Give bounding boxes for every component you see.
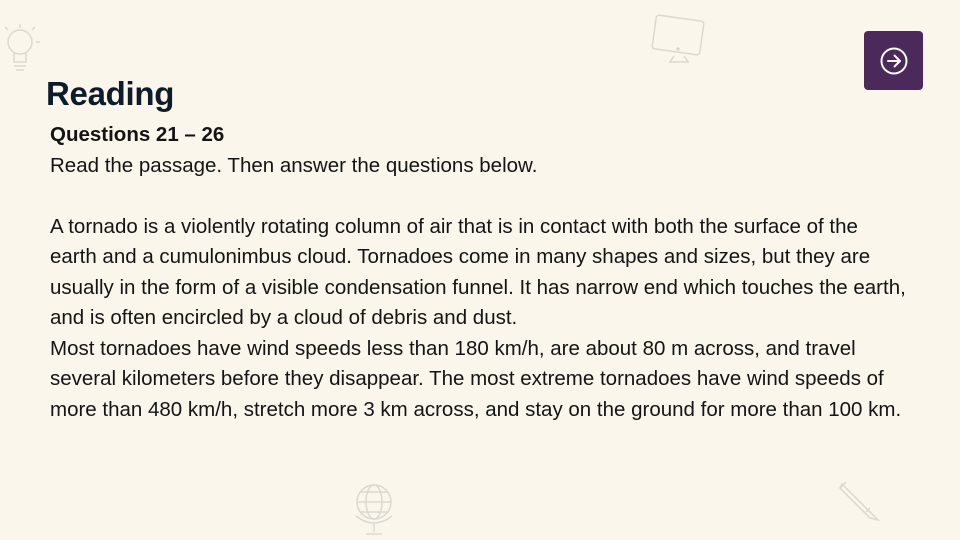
reading-passage: Questions 21 – 26 Read the passage. Then… bbox=[50, 120, 910, 425]
pencil-icon bbox=[836, 478, 882, 524]
page-title: Reading bbox=[46, 75, 175, 112]
passage-paragraph: A tornado is a violently rotating column… bbox=[50, 214, 906, 330]
monitor-icon bbox=[650, 14, 708, 64]
next-button[interactable] bbox=[864, 31, 923, 90]
passage-paragraph: Most tornadoes have wind speeds less tha… bbox=[50, 336, 902, 421]
lightbulb-icon bbox=[0, 22, 44, 74]
arrow-right-circle-icon bbox=[880, 47, 907, 74]
globe-icon bbox=[350, 478, 400, 536]
instruction-text: Read the passage. Then answer the questi… bbox=[50, 153, 538, 177]
question-range: Questions 21 – 26 bbox=[50, 123, 225, 146]
spacer bbox=[50, 181, 910, 212]
